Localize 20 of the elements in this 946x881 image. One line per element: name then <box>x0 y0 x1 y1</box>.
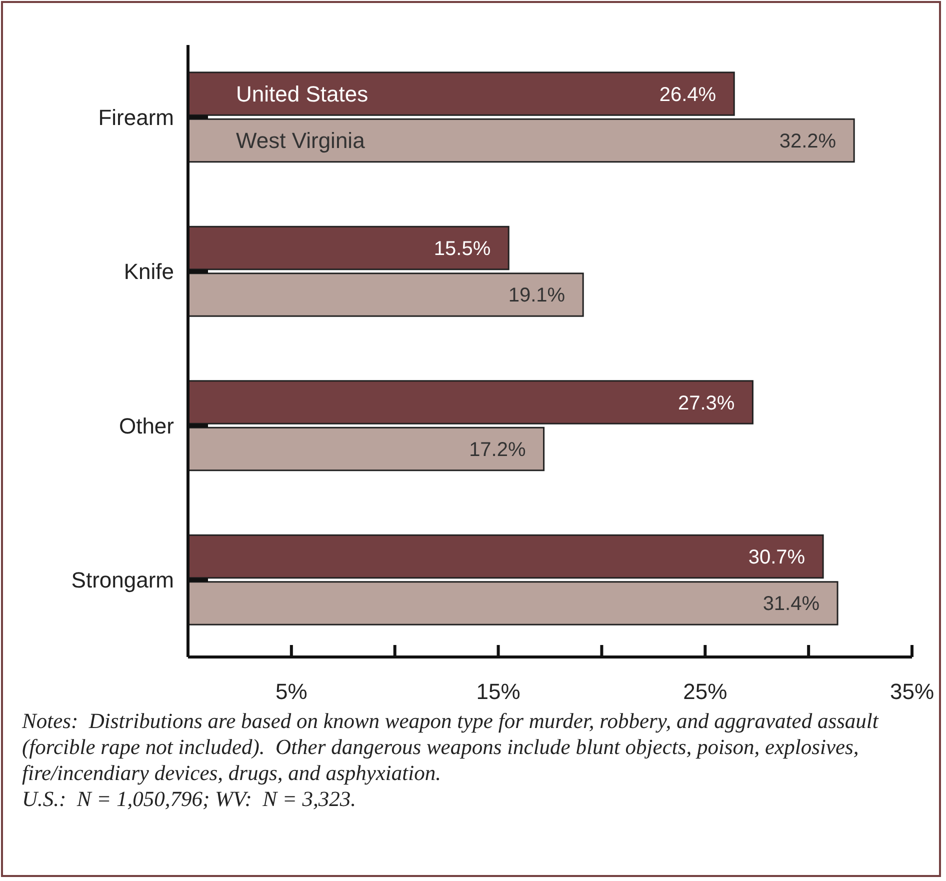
y-tick-label: Firearm <box>98 104 174 130</box>
series-label: United States <box>236 81 368 106</box>
data-label: 19.1% <box>508 284 566 307</box>
y-tick-label: Knife <box>124 259 174 284</box>
data-label: 27.3% <box>678 392 735 414</box>
x-tick-label: 15% <box>476 679 520 704</box>
y-tick-label: Other <box>118 413 174 438</box>
text: U.S.: N = 1,050,796; WV: N = 3,323. <box>22 786 357 812</box>
text: Notes: Distributions are based on known weapon type for murder, robbery, and aggravated assault (forcible rape not included). Other dangerous weapons include blunt objects, poison, explosives, fire/incendiary devices, drugs, and asphyxiation. <box>22 708 880 786</box>
data-label: 15.5% <box>434 238 491 260</box>
x-tick-label: 5% <box>276 679 308 704</box>
data-label: 30.7% <box>748 546 806 569</box>
data-label: 32.2% <box>779 130 836 152</box>
x-tick-label: 25% <box>683 679 728 704</box>
data-label: 31.4% <box>762 593 820 616</box>
series-label: West Virginia <box>236 128 366 154</box>
data-label: 26.4% <box>659 84 716 106</box>
data-label: 17.2% <box>469 438 526 461</box>
y-tick-label: Strongarm <box>71 568 174 593</box>
x-tick-label: 35% <box>890 679 934 704</box>
